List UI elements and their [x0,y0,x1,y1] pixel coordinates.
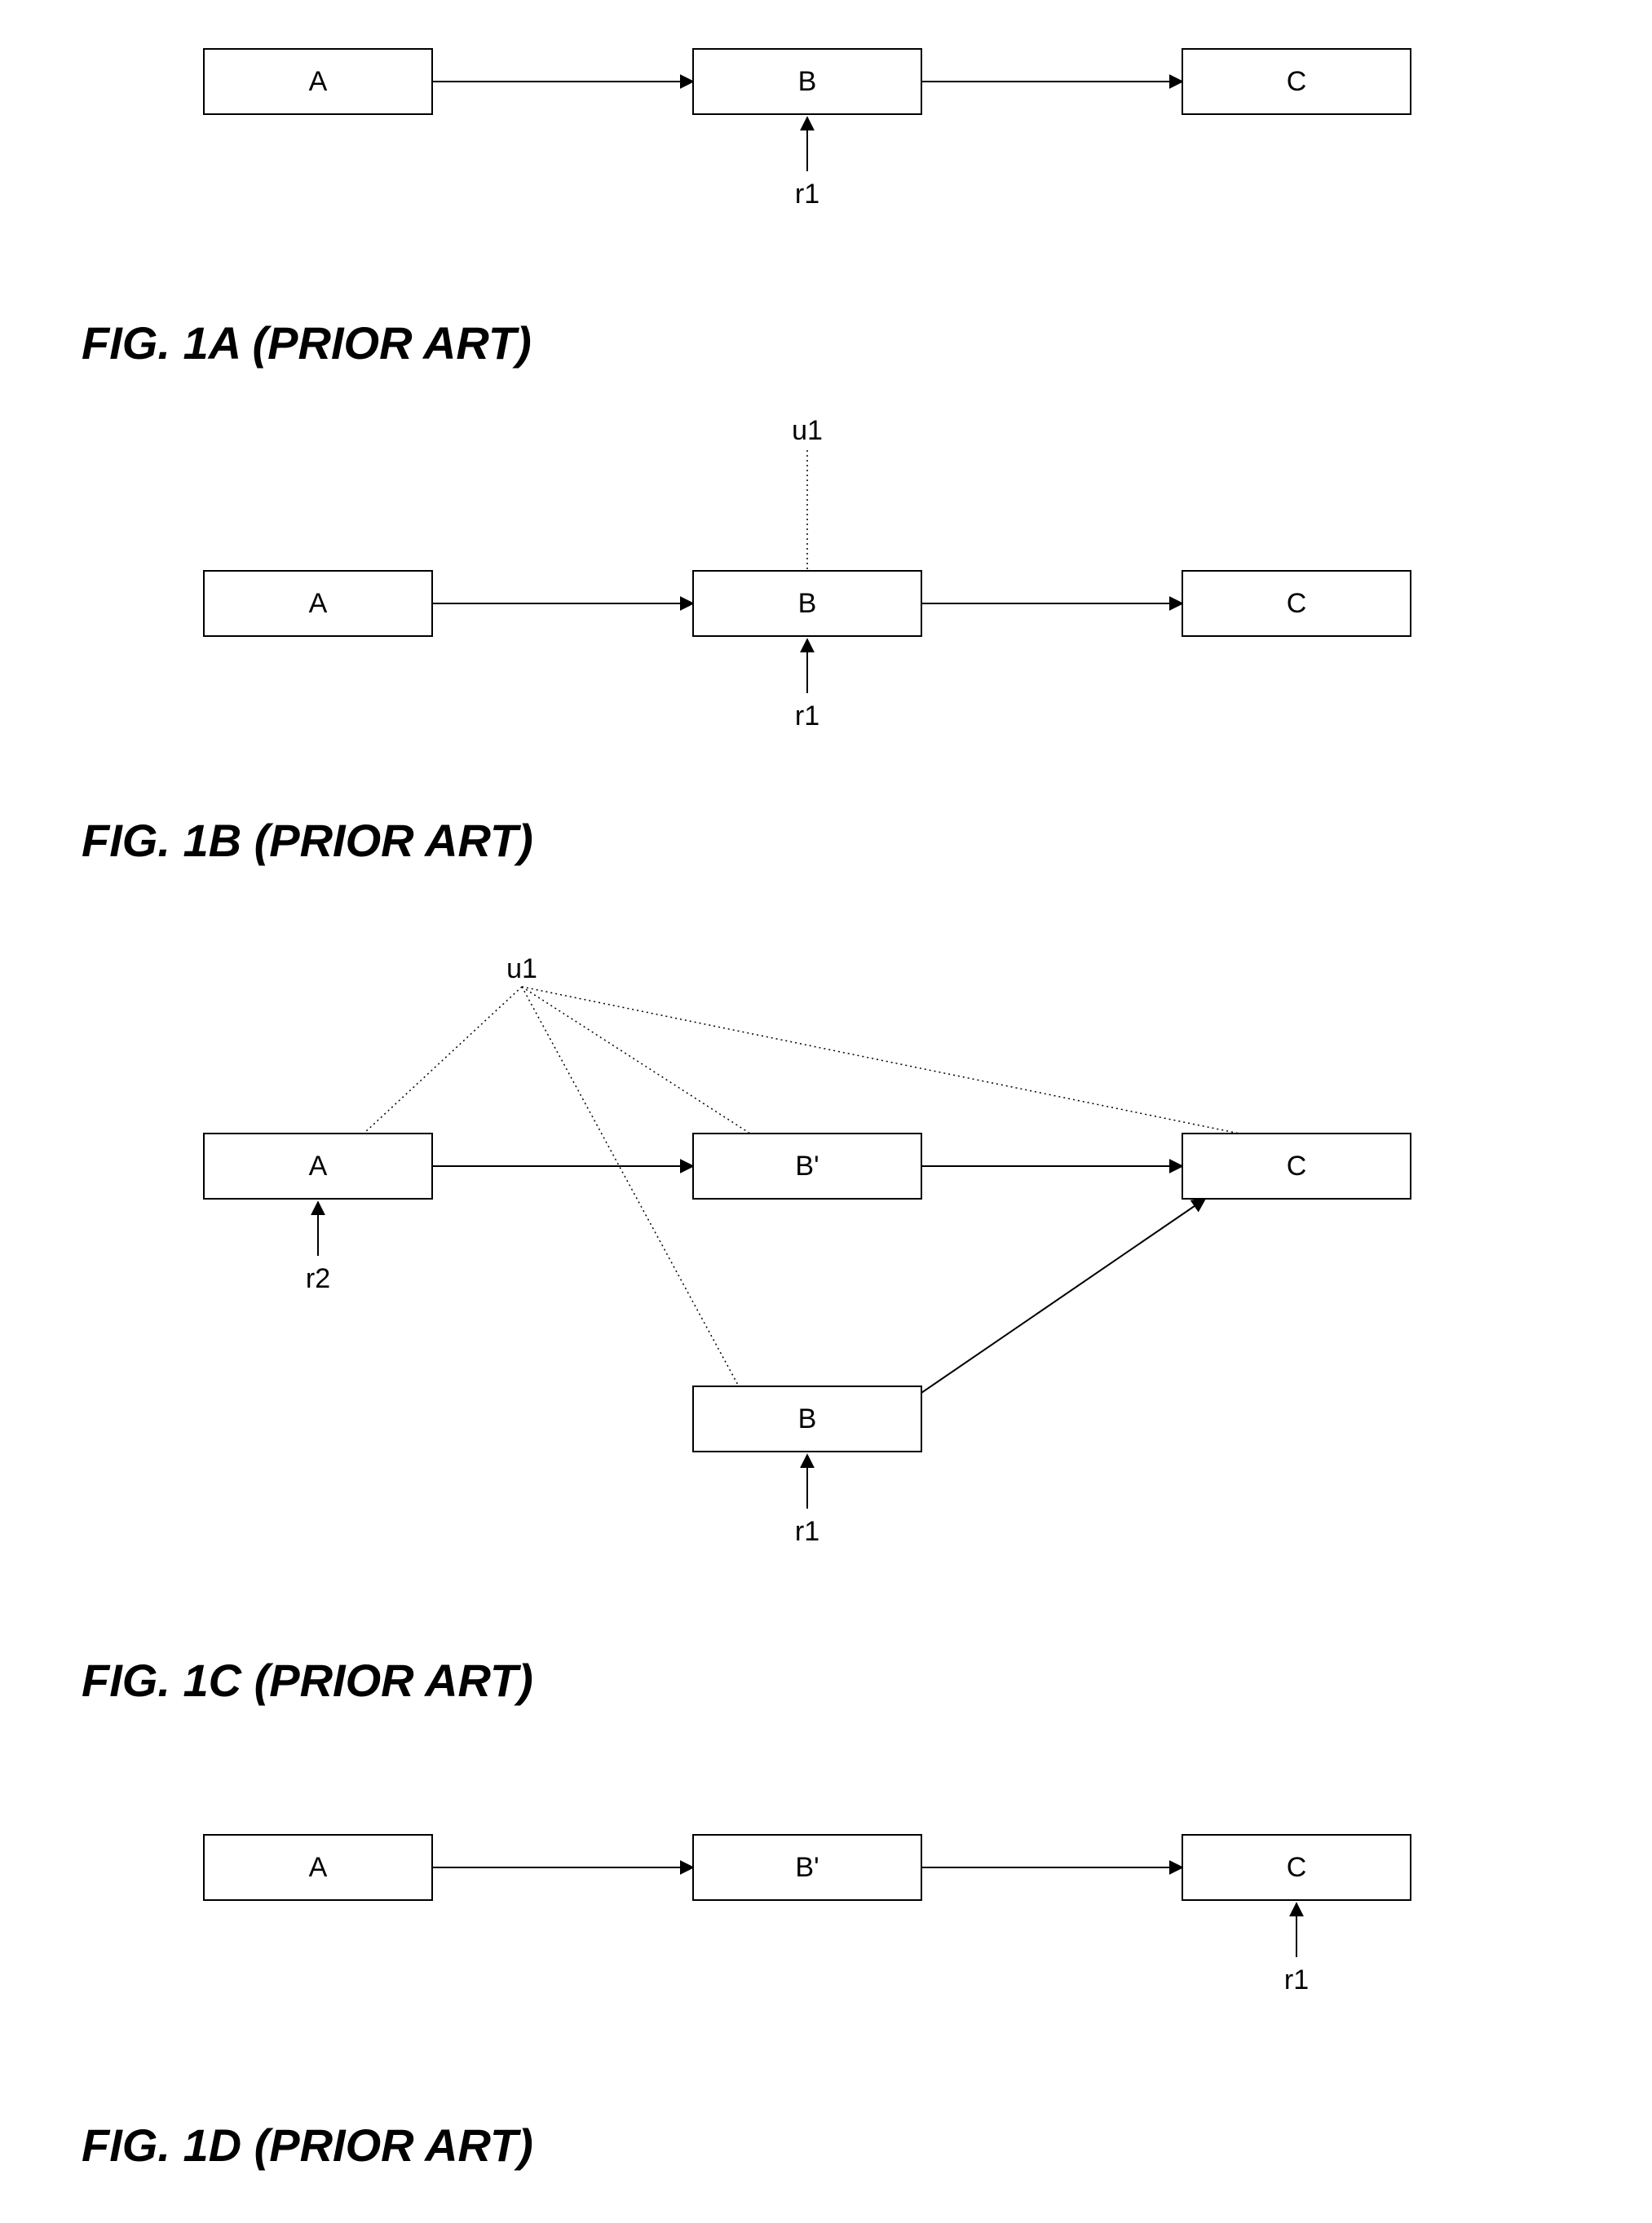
node-B-label: B [798,1403,817,1434]
r1-label: r1 [795,179,819,210]
fig1b-caption: FIG. 1B (PRIOR ART) [82,815,533,866]
r2-label: r2 [306,1263,330,1294]
patent-figures: A B Cr1 FIG. 1A (PRIOR ART) A B Cr1 u1 FIG. 1B (… [0,0,1652,2223]
fig1d: A B' Cr1 FIG. 1D (PRIOR ART) [82,1835,1411,2171]
u1-line [522,987,1239,1134]
node-C-label: C [1287,1852,1307,1883]
fig1c-caption: FIG. 1C (PRIOR ART) [82,1655,533,1706]
r1-label: r1 [1284,1964,1309,1995]
u1-line [364,987,522,1134]
node-A-label: A [309,66,328,97]
node-A-label: A [309,588,328,619]
u1-label: u1 [506,953,537,984]
fig1c: u1 A B' C Br2 r1 FIG. 1C (PRIOR ART) [82,953,1411,1706]
fig1a: A B Cr1 FIG. 1A (PRIOR ART) [82,49,1411,369]
node-B-label: B [798,66,817,97]
u1-line [522,987,750,1134]
edge-B-C [921,1199,1205,1393]
fig1d-caption: FIG. 1D (PRIOR ART) [82,2119,533,2171]
node-C-label: C [1287,66,1307,97]
fig1a-caption: FIG. 1A (PRIOR ART) [82,317,532,369]
r1-label: r1 [795,700,819,731]
node-Bp-label: B' [795,1852,819,1883]
node-A-label: A [309,1151,328,1182]
node-C-label: C [1287,588,1307,619]
node-B-label: B [798,588,817,619]
node-Bp-label: B' [795,1151,819,1182]
r1-label: r1 [795,1516,819,1547]
u1-label: u1 [792,415,823,446]
fig1b: A B Cr1 u1 FIG. 1B (PRIOR ART) [82,415,1411,866]
node-A-label: A [309,1852,328,1883]
node-C-label: C [1287,1151,1307,1182]
